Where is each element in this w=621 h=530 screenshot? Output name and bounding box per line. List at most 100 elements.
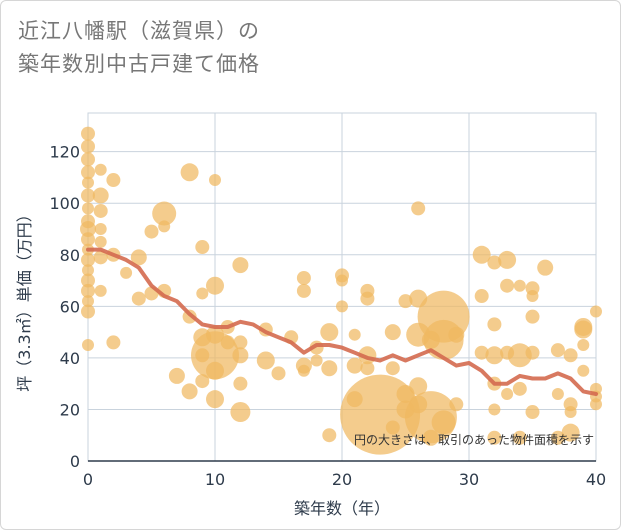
data-point (195, 374, 210, 389)
data-point (81, 283, 95, 298)
data-point (130, 249, 147, 266)
data-point (574, 320, 593, 339)
data-point (206, 390, 224, 409)
data-point (93, 250, 108, 265)
data-point (158, 220, 171, 233)
data-point (82, 295, 94, 308)
data-point (409, 289, 428, 308)
bubble-size-note: 円の大きさは、取引のあった物件面積を示す (354, 432, 594, 447)
data-point (336, 300, 348, 313)
y-tick-label: 100 (49, 194, 80, 213)
data-point (448, 326, 465, 343)
data-point (168, 367, 185, 384)
data-point (93, 203, 108, 218)
data-point (487, 430, 502, 445)
data-point (94, 235, 107, 248)
trend-line (86, 247, 598, 396)
y-tick-label: 80 (60, 246, 80, 265)
data-point (564, 406, 577, 419)
data-point (206, 276, 224, 295)
data-point (525, 345, 540, 360)
data-point (120, 266, 133, 279)
data-point (206, 361, 224, 380)
data-point (409, 377, 428, 396)
data-point (385, 420, 400, 435)
x-tick-label: 10 (205, 470, 225, 489)
data-point (256, 351, 275, 370)
data-point (507, 343, 532, 368)
y-axis-label: 坪（3.3㎡）単価（万円） (15, 206, 34, 391)
data-point (81, 152, 95, 167)
data-point (232, 257, 249, 274)
data-point (590, 398, 602, 411)
data-point (474, 289, 489, 304)
data-point (94, 163, 107, 176)
data-point (550, 430, 565, 445)
data-point (131, 291, 146, 306)
data-point (512, 381, 527, 396)
data-point (296, 270, 311, 285)
data-point (398, 294, 413, 309)
data-point (422, 429, 439, 446)
data-point (421, 330, 440, 349)
data-point (431, 410, 456, 435)
chart-title-line1: 近江八幡駅（滋賀県）の (18, 19, 260, 43)
data-point (220, 335, 235, 350)
data-point (563, 348, 578, 363)
data-point (82, 339, 94, 351)
data-point (196, 287, 209, 300)
data-point (195, 240, 210, 255)
y-tick-label: 40 (60, 349, 80, 368)
data-point (577, 364, 590, 377)
x-tick-label: 0 (83, 470, 93, 489)
data-point (384, 324, 401, 341)
data-point (233, 335, 248, 350)
data-point (271, 366, 286, 381)
data-point (82, 264, 94, 277)
data-point (206, 325, 224, 344)
data-point (360, 361, 375, 376)
data-point (81, 304, 95, 319)
chart-title: 近江八幡駅（滋賀県）の 築年数別中古戸建て価格 (18, 15, 260, 81)
y-tick-label: 20 (60, 400, 80, 419)
data-point (144, 224, 159, 239)
data-point (513, 279, 526, 292)
data-point (230, 402, 251, 423)
data-point (385, 361, 400, 376)
axes: 0 10 20 30 40 0 20 40 60 80 100 120 (49, 143, 606, 489)
data-point (209, 174, 221, 187)
data-point (348, 328, 361, 341)
data-point (512, 430, 527, 445)
x-axis-label: 築年数（年） (294, 499, 390, 518)
data-point (409, 395, 428, 414)
data-point (310, 354, 323, 367)
data-point (336, 274, 348, 287)
data-point (81, 214, 95, 229)
data-point (81, 232, 95, 247)
data-point (181, 383, 198, 400)
data-point (81, 126, 95, 141)
x-tick-label: 40 (586, 470, 606, 489)
data-point (81, 252, 95, 267)
data-point (321, 360, 338, 377)
data-point (485, 346, 504, 365)
data-point (232, 347, 249, 364)
data-point (296, 283, 311, 298)
data-point (500, 345, 515, 360)
data-point (472, 245, 491, 264)
data-point (81, 165, 95, 180)
data-point (180, 163, 199, 182)
data-point (551, 387, 564, 400)
data-point (537, 259, 554, 276)
x-tick-label: 20 (332, 470, 352, 489)
data-point (82, 202, 94, 215)
data-point (487, 255, 502, 270)
data-point (525, 405, 540, 420)
data-point (106, 173, 121, 188)
data-point (81, 273, 95, 288)
data-point (346, 391, 363, 408)
y-tick-label: 60 (60, 297, 80, 316)
data-point (590, 305, 602, 318)
